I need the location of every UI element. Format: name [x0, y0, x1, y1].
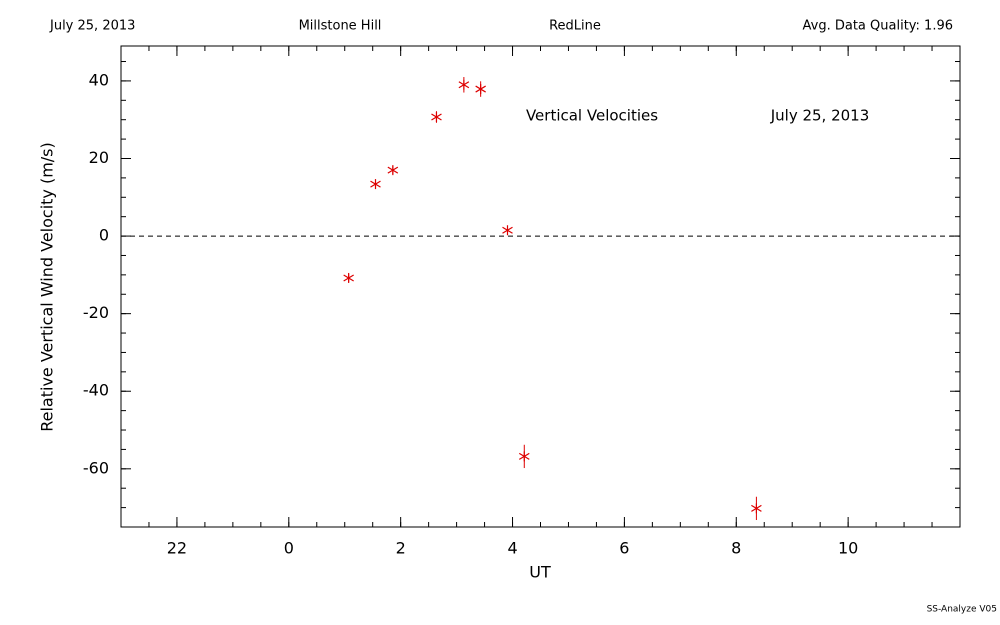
point	[502, 225, 513, 236]
point	[751, 503, 762, 514]
x-tick-label: 10	[838, 539, 858, 558]
header-quality: Avg. Data Quality: 1.96	[803, 19, 953, 34]
point	[431, 111, 442, 122]
star-stroke	[751, 504, 762, 512]
y-tick-label: 0	[99, 226, 109, 245]
star-stroke	[370, 180, 381, 188]
y-tick-label: -40	[83, 381, 109, 400]
header-site: Millstone Hill	[299, 19, 382, 34]
header-date: July 25, 2013	[49, 19, 135, 34]
x-tick-label: 6	[619, 539, 629, 558]
annotation: Vertical Velocities	[526, 107, 658, 125]
annotation: July 25, 2013	[770, 107, 870, 125]
point	[387, 165, 399, 176]
star-stroke	[343, 274, 354, 282]
x-tick-label: 8	[731, 539, 741, 558]
star-stroke	[502, 226, 513, 234]
y-tick-label: -60	[83, 458, 109, 477]
y-tick-label: 40	[89, 70, 109, 89]
point	[458, 79, 470, 90]
x-tick-label: 4	[507, 539, 517, 558]
header-line: RedLine	[549, 19, 601, 34]
point	[518, 451, 530, 462]
star-stroke	[518, 452, 530, 460]
x-tick-label: 22	[167, 539, 187, 558]
y-tick-label: 20	[89, 148, 109, 167]
star-stroke	[475, 85, 486, 93]
star-stroke	[458, 81, 470, 89]
y-axis-label: Relative Vertical Wind Velocity (m/s)	[38, 142, 57, 432]
star-stroke	[431, 113, 442, 121]
point	[370, 179, 381, 190]
x-tick-label: 2	[396, 539, 406, 558]
footer: SS-Analyze V05	[927, 605, 997, 615]
y-tick-label: -20	[83, 303, 109, 322]
star-stroke	[387, 166, 399, 174]
point	[475, 84, 486, 95]
x-axis-label: UT	[529, 563, 551, 582]
point	[343, 272, 354, 283]
x-tick-label: 0	[284, 539, 294, 558]
